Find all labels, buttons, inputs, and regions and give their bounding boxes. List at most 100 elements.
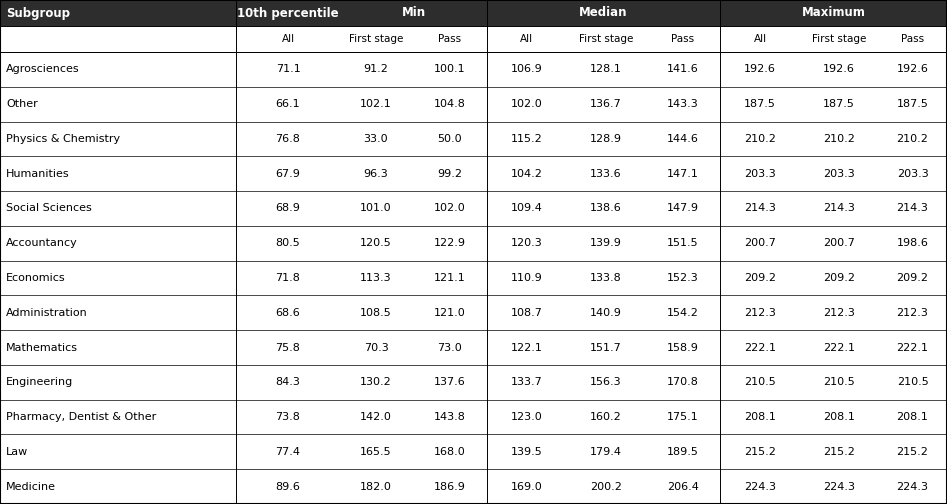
Text: 109.4: 109.4 [510,204,543,214]
Text: 33.0: 33.0 [364,134,388,144]
Text: Subgroup: Subgroup [6,7,70,20]
Text: 210.5: 210.5 [744,377,776,387]
Text: 168.0: 168.0 [434,447,465,457]
Text: 141.6: 141.6 [667,65,699,75]
Text: 189.5: 189.5 [667,447,699,457]
Text: 151.7: 151.7 [590,343,622,352]
Text: 222.1: 222.1 [897,343,928,352]
Text: 115.2: 115.2 [510,134,543,144]
Text: 137.6: 137.6 [434,377,465,387]
Text: 200.7: 200.7 [823,238,855,248]
Text: Law: Law [6,447,28,457]
Text: 10th percentile: 10th percentile [237,7,339,20]
Text: 84.3: 84.3 [276,377,300,387]
Text: 208.1: 208.1 [744,412,776,422]
Text: 133.8: 133.8 [590,273,622,283]
Text: 139.9: 139.9 [590,238,622,248]
Text: 75.8: 75.8 [276,343,300,352]
Text: 73.8: 73.8 [276,412,300,422]
Text: All: All [281,34,295,44]
Text: 71.1: 71.1 [276,65,300,75]
Text: 99.2: 99.2 [437,169,462,179]
Bar [0,52,947,87]
Text: 215.2: 215.2 [823,447,855,457]
Text: 76.8: 76.8 [276,134,300,144]
Text: 128.1: 128.1 [590,65,622,75]
Text: 224.3: 224.3 [897,482,928,491]
Text: Min: Min [402,7,425,20]
Text: 80.5: 80.5 [276,238,300,248]
Text: Accountancy: Accountancy [6,238,78,248]
Text: 222.1: 222.1 [823,343,855,352]
Text: 200.2: 200.2 [590,482,622,491]
Text: 214.3: 214.3 [897,204,928,214]
Text: 123.0: 123.0 [510,412,543,422]
Text: Median: Median [580,7,628,20]
Text: 77.4: 77.4 [276,447,300,457]
Text: First stage: First stage [348,34,403,44]
Text: 147.9: 147.9 [667,204,699,214]
Text: 143.3: 143.3 [667,99,699,109]
Text: 210.2: 210.2 [744,134,776,144]
Bar [0,156,947,191]
Bar [0,87,947,121]
Text: 179.4: 179.4 [590,447,622,457]
Text: 215.2: 215.2 [744,447,776,457]
Text: 206.4: 206.4 [667,482,699,491]
Text: 224.3: 224.3 [823,482,855,491]
Text: 138.6: 138.6 [590,204,622,214]
Text: 136.7: 136.7 [590,99,622,109]
Text: All: All [520,34,533,44]
Text: Humanities: Humanities [6,169,70,179]
Text: 50.0: 50.0 [438,134,462,144]
Text: 100.1: 100.1 [434,65,465,75]
Text: 214.3: 214.3 [744,204,776,214]
Text: Administration: Administration [6,308,88,318]
Text: 71.8: 71.8 [276,273,300,283]
Text: 68.9: 68.9 [276,204,300,214]
Bar [0,295,947,330]
Text: 182.0: 182.0 [360,482,392,491]
Text: 214.3: 214.3 [823,204,855,214]
Text: Mathematics: Mathematics [6,343,78,352]
Text: 224.3: 224.3 [744,482,776,491]
Text: 70.3: 70.3 [364,343,388,352]
Text: 209.2: 209.2 [744,273,776,283]
Bar [0,0,947,26]
Text: Physics & Chemistry: Physics & Chemistry [6,134,120,144]
Text: 208.1: 208.1 [823,412,855,422]
Text: 212.3: 212.3 [823,308,855,318]
Text: 120.3: 120.3 [510,238,543,248]
Text: 192.6: 192.6 [897,65,928,75]
Text: 91.2: 91.2 [364,65,388,75]
Text: All: All [754,34,766,44]
Text: 96.3: 96.3 [364,169,388,179]
Text: 209.2: 209.2 [897,273,928,283]
Text: 67.9: 67.9 [276,169,300,179]
Bar [0,261,947,295]
Text: 121.0: 121.0 [434,308,465,318]
Text: Agrosciences: Agrosciences [6,65,80,75]
Text: 108.7: 108.7 [510,308,543,318]
Text: Engineering: Engineering [6,377,73,387]
Text: Pass: Pass [438,34,461,44]
Text: 120.5: 120.5 [360,238,392,248]
Text: Pharmacy, Dentist & Other: Pharmacy, Dentist & Other [6,412,156,422]
Text: 200.7: 200.7 [744,238,776,248]
Text: 101.0: 101.0 [360,204,392,214]
Text: 222.1: 222.1 [744,343,776,352]
Text: Social Sciences: Social Sciences [6,204,92,214]
Text: 210.2: 210.2 [897,134,928,144]
Text: First stage: First stage [579,34,634,44]
Bar [0,26,947,52]
Text: 192.6: 192.6 [744,65,776,75]
Text: 210.2: 210.2 [823,134,855,144]
Bar [0,469,947,504]
Text: 203.3: 203.3 [744,169,776,179]
Text: 122.9: 122.9 [434,238,466,248]
Text: 102.0: 102.0 [510,99,543,109]
Text: 89.6: 89.6 [276,482,300,491]
Text: Maximum: Maximum [801,7,866,20]
Text: 151.5: 151.5 [668,238,699,248]
Text: 165.5: 165.5 [360,447,392,457]
